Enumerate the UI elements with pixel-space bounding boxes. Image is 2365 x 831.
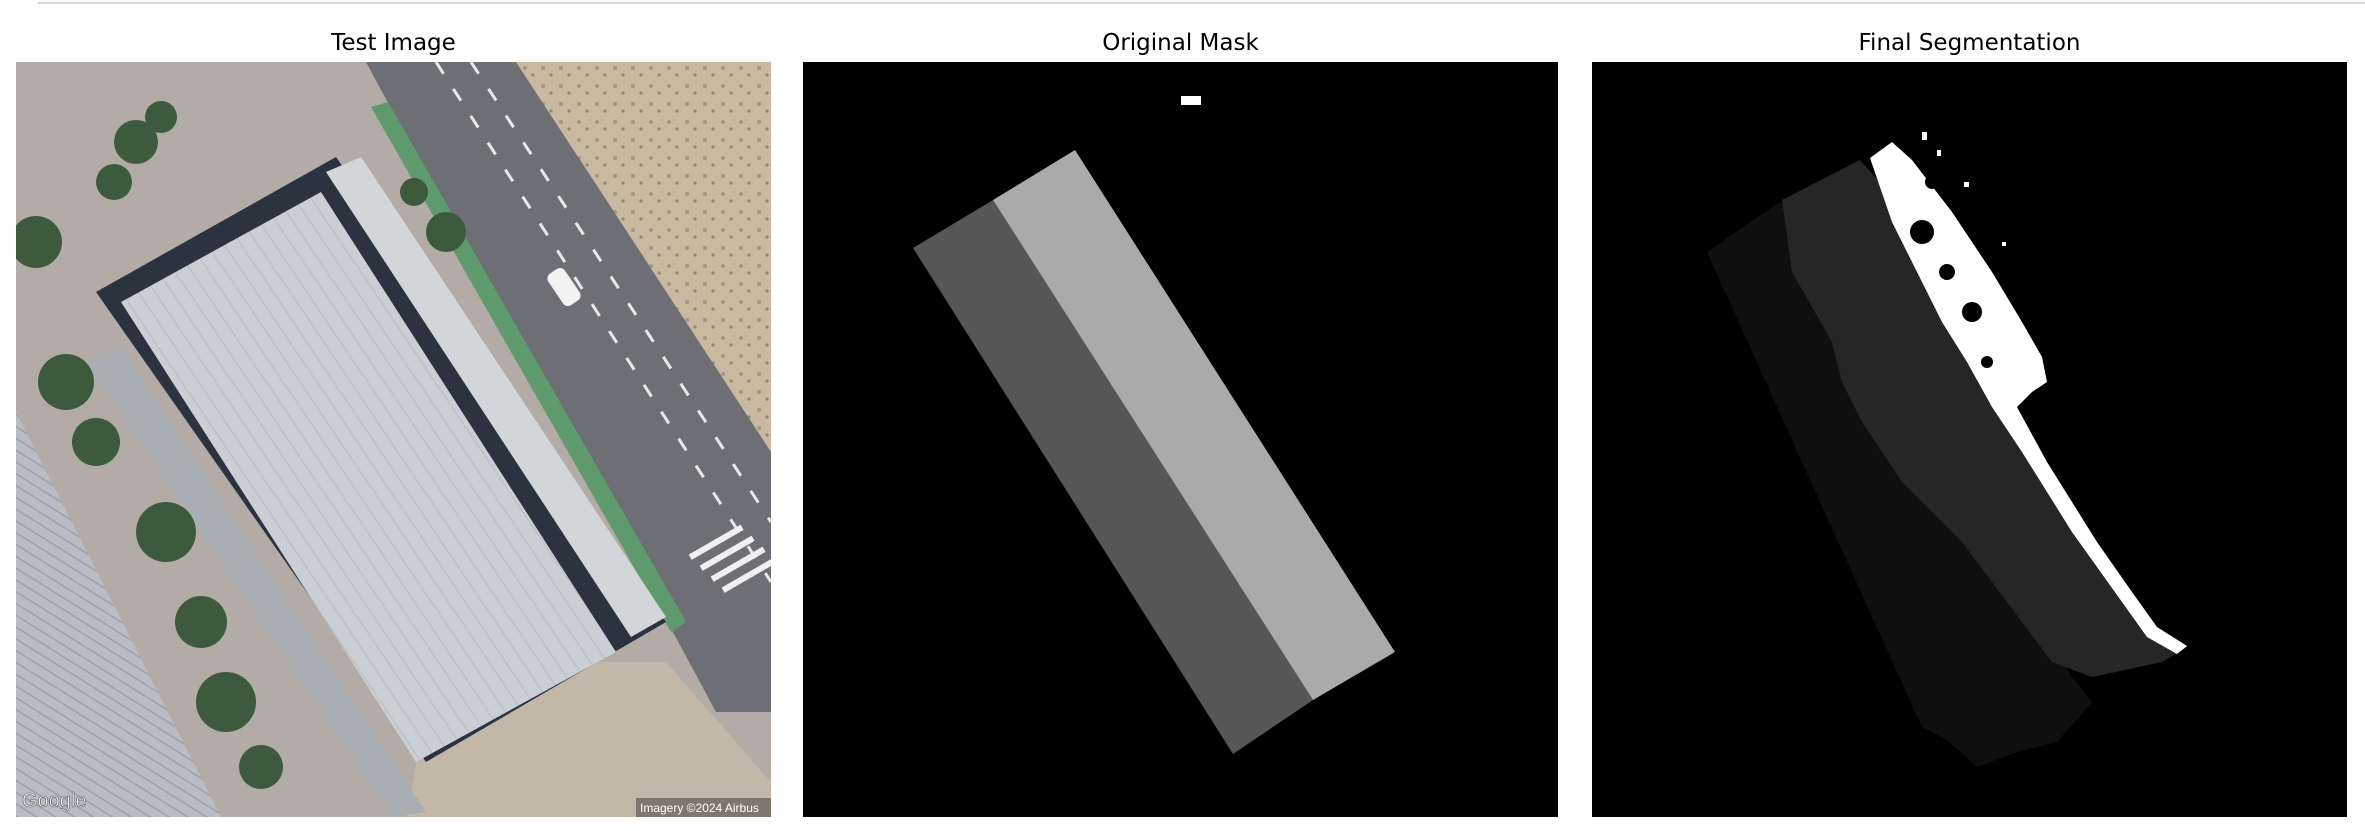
original-mask [803, 62, 1558, 817]
window-top-edge [38, 0, 2365, 4]
segmentation-holes [1910, 175, 1993, 368]
final-segmentation-panel [1592, 62, 2347, 817]
road [366, 62, 771, 712]
test-image-panel: Google Imagery ©2024 Airbus [16, 62, 771, 817]
trees [16, 101, 466, 789]
warehouse-roof [121, 192, 616, 762]
panel-title-original-mask: Original Mask [1102, 30, 1259, 56]
imagery-credit: Imagery ©2024 Airbus [640, 801, 759, 815]
warehouse-side-roof [326, 157, 666, 637]
original-mask-panel [803, 62, 1558, 817]
mask-dark-region [913, 200, 1313, 754]
segmentation-near-black-region [1707, 202, 2092, 767]
crosswalk [688, 524, 771, 593]
google-watermark: Google [22, 790, 87, 812]
test-image: Google Imagery ©2024 Airbus [16, 62, 771, 817]
greenhouse [16, 412, 221, 817]
mask-white-marker [1181, 96, 1201, 105]
car [547, 267, 581, 307]
mask-light-region [993, 150, 1395, 700]
segmentation-speckles [1922, 132, 2006, 246]
final-segmentation [1592, 62, 2347, 817]
side-structure [86, 347, 426, 817]
panel-title-final-segmentation: Final Segmentation [1858, 30, 2081, 56]
panel-title-test-image: Test Image [331, 30, 456, 56]
